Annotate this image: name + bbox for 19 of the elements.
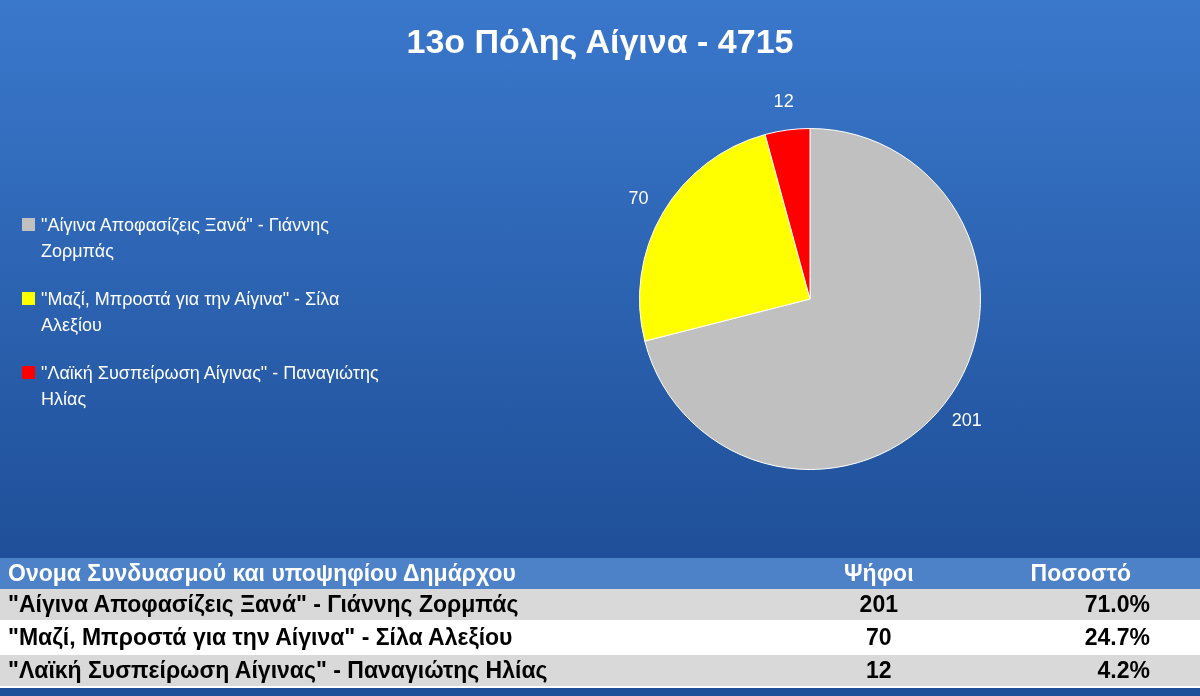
text: 12 <box>796 654 962 687</box>
text: "Μαζί, Μπροστά για την Αίγινα" - Σίλα Αλεξίου <box>0 621 796 654</box>
data-label: 70 <box>628 188 649 209</box>
text: Ποσοστό <box>961 558 1200 589</box>
text: Ονομα Συνδυασμού και υποψηφίου Δημάρχου <box>0 558 796 589</box>
text: Ψήφοι <box>796 558 962 589</box>
text: 4.2% <box>961 654 1200 687</box>
text: "Αίγινα Αποφασίζεις Ξανά" - Γιάννης Ζορμπάς <box>0 589 796 621</box>
text: 71.0% <box>961 589 1200 621</box>
text: "Λαϊκή Συσπείρωση Αίγινας" - Παναγιώτης Ηλίας <box>0 654 796 687</box>
data-label: 12 <box>773 91 794 112</box>
legend-label: "Αίγινα Αποφασίζεις Ξανά" - Γιάννης Ζορμπάς <box>41 214 330 263</box>
text: 70 <box>796 621 962 654</box>
legend-label: "Λαϊκή Συσπείρωση Αίγινας" - Παναγιώτης Ηλίας <box>41 362 380 411</box>
legend-label: "Μαζί, Μπροστά για την Αίγινα" - Σίλα Αλεξίου <box>41 288 341 337</box>
chart-title: 13ο Πόλης Αίγινα - 4715 <box>405 22 795 61</box>
data-label: 201 <box>951 409 982 430</box>
text: 201 <box>796 589 962 621</box>
text: 24.7% <box>961 621 1200 654</box>
